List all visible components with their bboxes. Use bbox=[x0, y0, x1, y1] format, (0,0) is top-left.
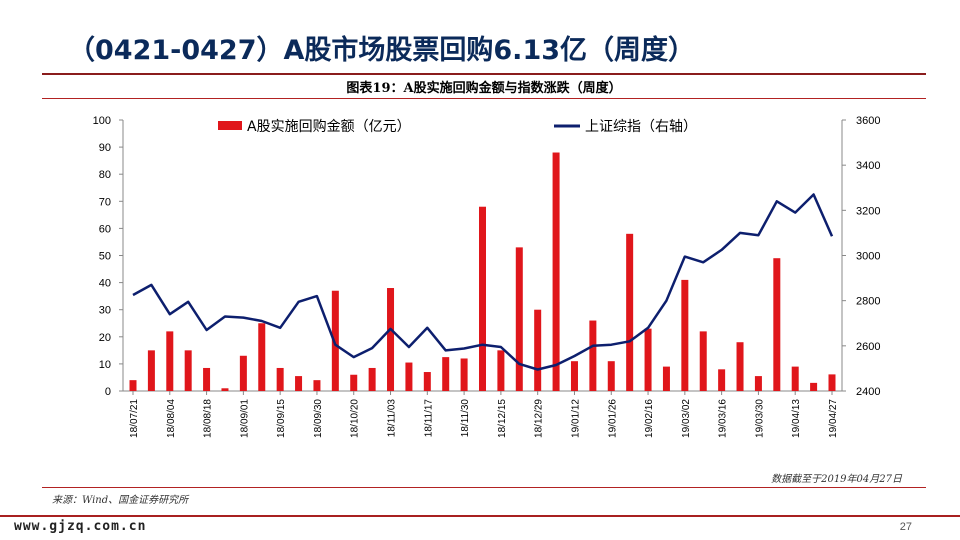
bar-buyback bbox=[313, 380, 321, 391]
bar-buyback bbox=[718, 369, 726, 391]
right-tick-label: 2800 bbox=[856, 296, 880, 308]
bar-buyback bbox=[754, 376, 762, 391]
left-tick-label: 0 bbox=[105, 386, 111, 398]
bar-buyback bbox=[736, 342, 744, 391]
line-shanghai-index bbox=[132, 193, 834, 371]
chart-top-rule bbox=[42, 98, 926, 99]
x-tick-label: 19/02/16 bbox=[644, 399, 655, 438]
left-tick-label: 100 bbox=[93, 115, 111, 127]
bar-buyback bbox=[331, 290, 339, 391]
bar-buyback bbox=[662, 366, 670, 391]
x-tick-label: 18/09/15 bbox=[276, 399, 287, 438]
x-tick-label: 18/12/15 bbox=[497, 399, 508, 438]
x-tick-label: 18/09/01 bbox=[239, 399, 250, 438]
right-tick-label: 3000 bbox=[856, 251, 880, 263]
bar-buyback bbox=[534, 309, 542, 391]
x-tick-label: 18/08/18 bbox=[203, 399, 214, 438]
bar-buyback bbox=[184, 350, 192, 391]
legend-line-label: 上证综指（右轴） bbox=[585, 119, 697, 135]
chart-bottom-rule bbox=[42, 487, 926, 488]
slide-title: （0421-0427）A股市场股票回购6.13亿（周度） bbox=[68, 35, 696, 66]
bar-buyback bbox=[791, 366, 799, 391]
x-tick-label: 19/01/26 bbox=[607, 399, 618, 438]
bar-buyback bbox=[203, 367, 211, 391]
left-tick-label: 50 bbox=[99, 251, 111, 263]
x-tick-label: 19/04/27 bbox=[828, 399, 839, 438]
x-tick-label: 19/03/30 bbox=[754, 399, 765, 438]
bar-buyback bbox=[166, 331, 174, 391]
x-tick-label: 18/11/17 bbox=[423, 399, 434, 438]
legend-bar-label: A股实施回购金额（亿元） bbox=[247, 119, 411, 135]
x-tick-label: 18/12/29 bbox=[534, 399, 545, 438]
bar-buyback bbox=[681, 279, 689, 391]
bar-buyback bbox=[258, 323, 266, 391]
bar-buyback bbox=[368, 367, 376, 391]
bar-buyback bbox=[147, 350, 155, 391]
right-tick-label: 2400 bbox=[856, 386, 880, 398]
right-tick-label: 3600 bbox=[856, 115, 880, 127]
x-tick-label: 18/11/03 bbox=[387, 399, 398, 438]
x-tick-label: 18/10/20 bbox=[350, 399, 361, 438]
x-tick-label: 18/07/21 bbox=[129, 399, 140, 438]
bar-buyback bbox=[405, 362, 413, 391]
watermark-url: www.gjzq.com.cn bbox=[14, 519, 147, 534]
bar-buyback bbox=[295, 376, 303, 391]
bar-buyback bbox=[423, 372, 431, 391]
footer-rule bbox=[0, 515, 960, 517]
bar-buyback bbox=[626, 233, 634, 391]
bar-buyback bbox=[387, 288, 395, 391]
bar-buyback bbox=[129, 380, 137, 391]
bar-buyback bbox=[570, 361, 578, 391]
bar-buyback bbox=[350, 374, 358, 391]
bar-buyback bbox=[221, 388, 229, 391]
bar-buyback bbox=[515, 247, 523, 391]
chart-title: 图表19：A股实施回购金额与指数涨跌（周度） bbox=[346, 81, 622, 96]
bar-buyback bbox=[239, 355, 247, 391]
x-tick-label: 18/11/30 bbox=[460, 399, 471, 438]
bar-buyback bbox=[589, 320, 597, 391]
left-tick-label: 30 bbox=[99, 305, 111, 317]
right-tick-label: 2600 bbox=[856, 341, 880, 353]
title-rule bbox=[42, 73, 926, 75]
left-tick-label: 40 bbox=[99, 278, 111, 290]
source-note: 来源：Wind、国金证券研究所 bbox=[52, 495, 189, 506]
bar-buyback bbox=[644, 328, 652, 391]
bar-buyback bbox=[442, 357, 450, 391]
left-tick-label: 20 bbox=[99, 332, 111, 344]
x-tick-label: 19/03/16 bbox=[718, 399, 729, 438]
bar-buyback bbox=[607, 361, 615, 391]
bar-buyback bbox=[828, 374, 836, 391]
bar-buyback bbox=[773, 258, 781, 391]
left-tick-label: 80 bbox=[99, 169, 111, 181]
x-tick-label: 19/04/13 bbox=[791, 399, 802, 438]
bar-buyback bbox=[497, 350, 505, 391]
bar-buyback bbox=[479, 206, 486, 391]
page-number: 27 bbox=[899, 521, 912, 533]
left-tick-label: 90 bbox=[99, 142, 111, 154]
plot-area: 1009080706050403020100360034003200300028… bbox=[93, 115, 881, 438]
left-tick-label: 10 bbox=[99, 359, 111, 371]
right-tick-label: 3400 bbox=[856, 160, 880, 172]
left-tick-label: 60 bbox=[99, 223, 111, 235]
x-tick-label: 18/09/30 bbox=[313, 399, 324, 438]
left-tick-label: 70 bbox=[99, 196, 111, 208]
legend-bar-swatch bbox=[218, 121, 242, 130]
x-tick-label: 19/03/02 bbox=[681, 399, 692, 438]
bar-buyback bbox=[810, 382, 818, 391]
bar-buyback bbox=[460, 358, 468, 391]
bar-buyback bbox=[699, 331, 707, 391]
bar-buyback bbox=[552, 152, 560, 391]
chart-legend: A股实施回购金额（亿元） 上证综指（右轴） bbox=[218, 119, 697, 135]
data-cutoff-note: 数据截至于2019年04月27日 bbox=[771, 474, 902, 485]
right-tick-label: 3200 bbox=[856, 205, 880, 217]
x-tick-label: 19/01/12 bbox=[570, 399, 581, 438]
x-tick-label: 18/08/04 bbox=[166, 399, 177, 438]
bar-buyback bbox=[276, 367, 284, 391]
